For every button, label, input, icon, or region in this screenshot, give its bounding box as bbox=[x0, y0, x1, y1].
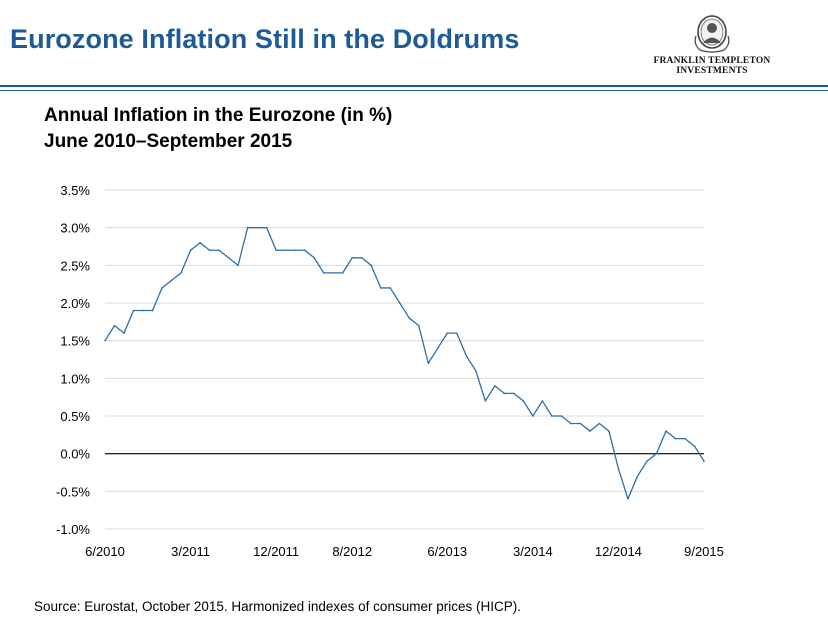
data-point bbox=[132, 309, 135, 312]
data-point bbox=[693, 445, 696, 447]
data-point bbox=[674, 437, 677, 440]
data-point bbox=[465, 354, 468, 357]
data-point bbox=[494, 385, 496, 387]
y-axis-ticks: 3.5% 3.0% 2.5% 2.0% 1.5% 1.0% 0.5% 0.0% -0.5% -1.… bbox=[56, 183, 90, 537]
data-point bbox=[703, 460, 705, 463]
data-point bbox=[408, 317, 411, 319]
data-point bbox=[484, 400, 487, 402]
y-tick-label: 2.5% bbox=[60, 258, 90, 273]
data-point bbox=[237, 264, 239, 267]
series-layer bbox=[104, 226, 705, 500]
data-point bbox=[142, 309, 144, 312]
x-tick-label: 3/2011 bbox=[171, 544, 210, 559]
data-point bbox=[436, 347, 439, 350]
logo-text-line1: FRANKLIN TEMPLETON bbox=[653, 56, 771, 66]
data-point bbox=[275, 249, 277, 252]
data-point bbox=[655, 452, 658, 455]
page-title: Eurozone Inflation Still in the Doldrums bbox=[10, 24, 520, 54]
y-tick-label: 3.5% bbox=[60, 183, 90, 198]
inflation-series-line bbox=[104, 227, 705, 500]
x-axis-ticks: 6/2010 3/2011 12/2011 8/2012 6/2013 3/2014 12/… bbox=[85, 544, 724, 559]
x-tick-label: 6/2010 bbox=[85, 544, 125, 559]
data-point bbox=[208, 249, 211, 252]
data-point bbox=[579, 422, 582, 425]
chart-title: Annual Inflation in the Eurozone (in %) bbox=[44, 105, 393, 126]
data-point bbox=[180, 272, 182, 274]
x-tick-label: 3/2014 bbox=[513, 544, 553, 559]
data-point bbox=[617, 467, 620, 470]
data-point bbox=[360, 257, 363, 259]
x-tick-label: 6/2013 bbox=[427, 544, 467, 559]
header-rule-thin bbox=[0, 90, 828, 91]
portrait-seal-icon bbox=[694, 15, 730, 53]
data-point bbox=[161, 287, 163, 289]
data-point bbox=[398, 302, 401, 304]
company-logo: FRANKLIN TEMPLETON INVESTMENTS bbox=[646, 14, 778, 78]
data-point bbox=[608, 430, 610, 432]
data-point bbox=[265, 226, 268, 229]
x-tick-label: 12/2011 bbox=[253, 544, 299, 559]
y-tick-label: -0.5% bbox=[56, 484, 90, 499]
logo-text-line2: INVESTMENTS bbox=[676, 66, 748, 76]
y-tick-label: 0.0% bbox=[60, 447, 90, 462]
data-point bbox=[322, 272, 325, 274]
data-point bbox=[598, 422, 601, 425]
data-point bbox=[332, 272, 334, 274]
data-point bbox=[170, 279, 173, 282]
data-point bbox=[351, 257, 354, 259]
data-point bbox=[294, 249, 296, 252]
y-tick-label: 1.5% bbox=[60, 334, 90, 349]
data-point bbox=[636, 475, 639, 478]
data-point bbox=[665, 430, 667, 432]
source-note: Source: Eurostat, October 2015. Harmoniz… bbox=[34, 599, 521, 614]
data-point bbox=[646, 460, 648, 463]
y-tick-label: 0.5% bbox=[60, 409, 90, 424]
x-tick-label: 9/2015 bbox=[684, 544, 724, 559]
data-point bbox=[503, 392, 506, 395]
data-point bbox=[522, 400, 525, 402]
data-point bbox=[560, 415, 563, 417]
data-point bbox=[256, 226, 258, 229]
gridlines bbox=[105, 189, 704, 530]
x-tick-label: 8/2012 bbox=[332, 544, 372, 559]
data-point bbox=[417, 324, 420, 327]
data-point bbox=[627, 498, 629, 500]
data-point bbox=[151, 309, 154, 312]
data-point bbox=[113, 324, 116, 327]
data-point bbox=[455, 332, 458, 334]
y-tick-label: 2.0% bbox=[60, 296, 90, 311]
data-point bbox=[284, 249, 287, 252]
data-point bbox=[446, 332, 449, 334]
chart-subtitle: June 2010–September 2015 bbox=[44, 131, 293, 152]
data-point bbox=[475, 370, 477, 372]
y-tick-label: -1.0% bbox=[56, 522, 90, 537]
data-point bbox=[313, 257, 315, 259]
y-tick-label: 3.0% bbox=[60, 221, 90, 236]
header-rule bbox=[0, 85, 828, 87]
x-tick-label: 12/2014 bbox=[595, 544, 642, 559]
data-point bbox=[570, 422, 572, 425]
data-point bbox=[370, 264, 373, 267]
data-point bbox=[227, 257, 230, 259]
data-point bbox=[532, 415, 534, 417]
data-point bbox=[389, 287, 392, 289]
data-point bbox=[303, 249, 306, 252]
data-point bbox=[551, 415, 553, 417]
data-point bbox=[246, 226, 249, 229]
data-point bbox=[199, 241, 201, 244]
data-point bbox=[218, 249, 220, 252]
data-point bbox=[379, 287, 382, 289]
data-point bbox=[541, 400, 544, 402]
data-point bbox=[104, 339, 106, 342]
y-tick-label: 1.0% bbox=[60, 371, 90, 386]
data-point bbox=[341, 272, 344, 274]
data-point bbox=[123, 332, 125, 334]
data-point bbox=[589, 430, 591, 432]
data-point bbox=[684, 437, 686, 440]
data-point bbox=[427, 362, 430, 365]
data-point bbox=[189, 249, 192, 252]
data-point bbox=[513, 392, 515, 395]
